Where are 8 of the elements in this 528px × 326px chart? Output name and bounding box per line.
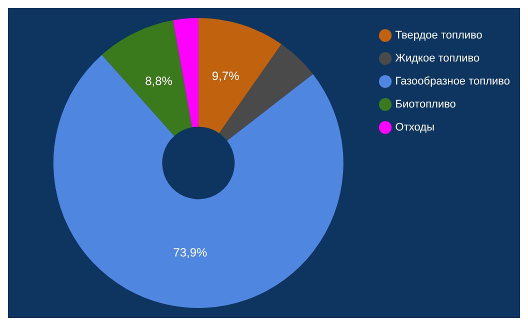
legend-label: Твердое топливо [395,30,482,42]
legend-label: Биотопливо [395,98,456,111]
legend-label: Газообразное топливо [395,76,510,88]
data-label: 9,7% [212,68,240,83]
data-label: 73,9% [173,246,208,260]
legend-label: Жидкое топливо [395,52,480,65]
legend-label: Отходы [395,122,435,134]
data-label: 8,8% [145,74,173,88]
